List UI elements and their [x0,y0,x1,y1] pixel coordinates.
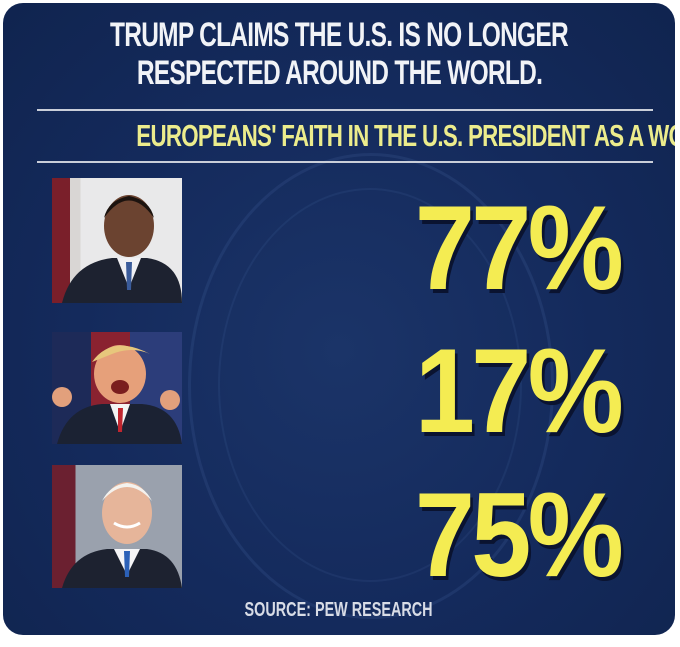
seal-watermark [188,153,554,619]
headline-line-1: TRUMP CLAIMS THE U.S. IS NO LONGER [110,16,569,54]
obama-percentage: 77% [414,181,624,315]
divider-bottom [37,161,653,163]
obama-portrait [52,178,182,303]
subtitle: EUROPEANS' FAITH IN THE U.S. PRESIDENT A… [136,118,675,153]
biden-portrait-image [62,482,182,588]
trump-portrait [52,332,182,444]
source-credit: SOURCE: PEW RESEARCH [244,599,434,621]
obama-portrait-image [62,195,182,303]
infographic-card: TRUMP CLAIMS THE U.S. IS NO LONGER RESPE… [3,3,675,635]
headline-line-2: RESPECTED AROUND THE WORLD. [136,54,542,92]
divider-top [37,109,653,111]
trump-percentage: 17% [414,324,624,458]
trump-portrait-image [52,345,182,444]
biden-percentage: 75% [414,468,624,602]
biden-portrait [52,465,182,588]
seal-watermark-inner [218,188,522,582]
